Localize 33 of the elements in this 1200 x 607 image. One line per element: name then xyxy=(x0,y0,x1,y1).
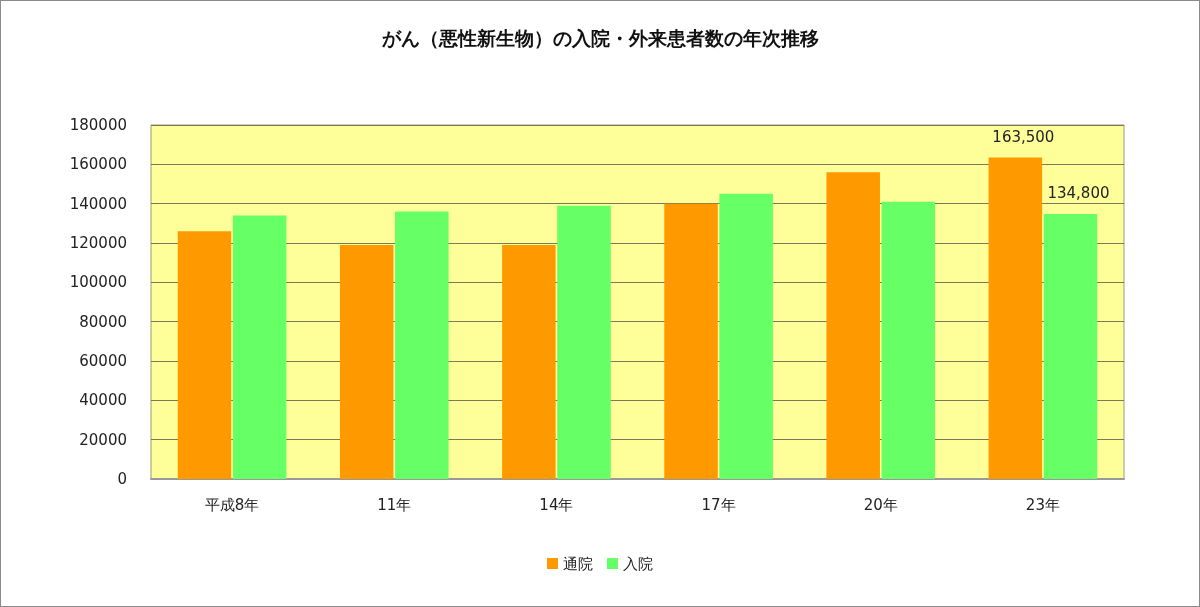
bar xyxy=(339,244,394,479)
x-tick-label: 11年 xyxy=(377,495,412,514)
bar xyxy=(177,231,232,479)
legend-label: 入院 xyxy=(623,554,653,573)
bar xyxy=(664,203,718,479)
bar xyxy=(988,157,1043,479)
y-tick-label: 60000 xyxy=(79,352,127,370)
y-tick-label: 160000 xyxy=(69,155,127,174)
data-label: 163,500 xyxy=(992,127,1055,146)
y-tick-label: 20000 xyxy=(79,430,127,449)
x-tick-label: 23年 xyxy=(1025,495,1060,514)
y-tick-label: 40000 xyxy=(79,391,127,410)
x-tick-label: 平成8年 xyxy=(204,495,260,514)
x-tick-label: 20年 xyxy=(863,495,898,514)
data-label: 134,800 xyxy=(1047,184,1110,203)
y-tick-label: 180000 xyxy=(69,116,127,134)
y-tick-label: 140000 xyxy=(69,194,127,213)
bar xyxy=(881,201,936,479)
bar xyxy=(826,172,880,479)
y-tick-label: 0 xyxy=(117,470,127,488)
x-tick-label: 17年 xyxy=(701,495,736,514)
y-tick-label: 120000 xyxy=(69,234,127,252)
bar xyxy=(557,205,611,479)
chart-title: がん（悪性新生物）の入院・外来患者数の年次推移 xyxy=(380,26,819,49)
bar xyxy=(502,244,556,479)
bar xyxy=(1043,213,1098,479)
bar xyxy=(395,211,449,479)
legend-label: 通院 xyxy=(563,554,593,573)
y-tick-label: 100000 xyxy=(69,273,127,292)
bar xyxy=(232,215,287,479)
bar xyxy=(719,193,773,479)
y-tick-label: 80000 xyxy=(79,312,127,331)
x-tick-label: 14年 xyxy=(539,495,574,514)
